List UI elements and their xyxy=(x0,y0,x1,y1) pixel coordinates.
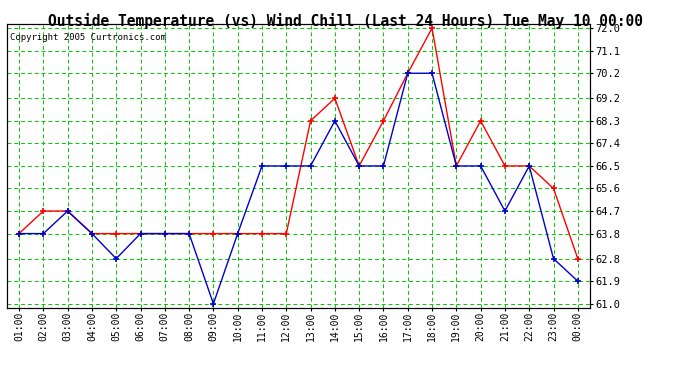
Text: Copyright 2005 Curtronics.com: Copyright 2005 Curtronics.com xyxy=(10,33,166,42)
Text: Outside Temperature (vs) Wind Chill (Last 24 Hours) Tue May 10 00:00: Outside Temperature (vs) Wind Chill (Las… xyxy=(48,13,642,29)
